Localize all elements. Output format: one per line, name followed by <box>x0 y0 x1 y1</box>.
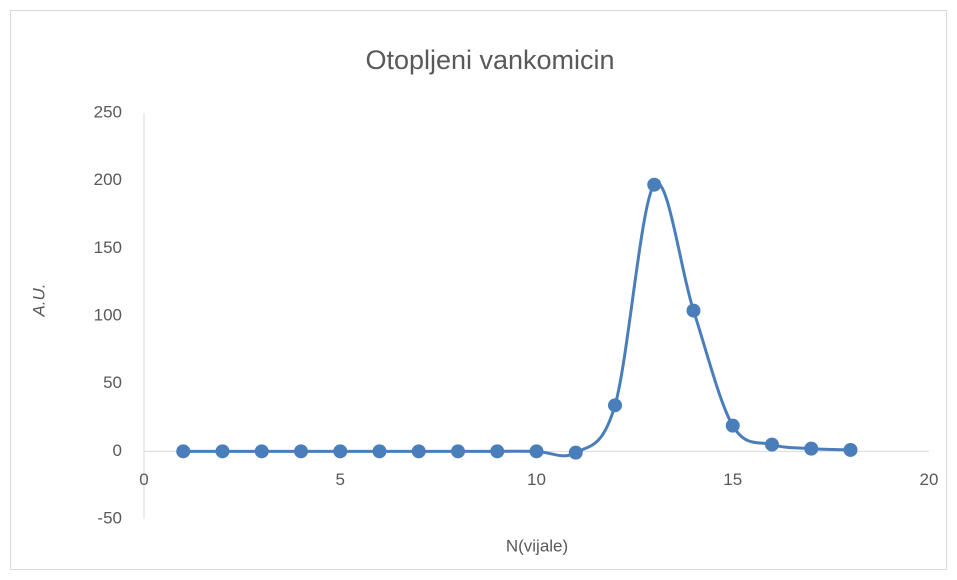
y-tick-label: 50 <box>103 373 122 392</box>
x-tick-label: 0 <box>139 470 148 489</box>
x-tick-label: 20 <box>920 470 939 489</box>
data-point <box>804 441 819 456</box>
data-point <box>529 444 544 459</box>
x-tick-label: 15 <box>723 470 742 489</box>
data-point <box>843 442 858 457</box>
chart-border <box>10 10 947 570</box>
data-point <box>725 418 740 433</box>
data-point <box>294 444 308 459</box>
y-tick-label: 0 <box>113 441 122 460</box>
data-point <box>490 444 505 459</box>
y-tick-label: 150 <box>94 238 122 257</box>
data-point <box>372 444 387 459</box>
y-tick-label: 200 <box>94 170 122 189</box>
data-point <box>568 445 583 460</box>
data-point <box>333 444 348 459</box>
data-point <box>215 444 230 459</box>
y-tick-label: 250 <box>94 102 122 121</box>
chart-title: Otopljeni vankomicin <box>365 45 614 75</box>
x-axis-title: N(vijale) <box>506 536 568 555</box>
y-tick-label: -50 <box>97 508 122 527</box>
data-point <box>608 398 622 413</box>
x-tick-label: 10 <box>527 470 546 489</box>
x-tick-label: 5 <box>336 470 345 489</box>
data-point <box>647 177 662 192</box>
y-axis-title: A.U. <box>29 283 48 317</box>
data-point <box>176 444 191 459</box>
data-point <box>686 303 701 318</box>
data-point <box>451 444 465 459</box>
data-point <box>765 437 779 452</box>
data-point <box>411 444 426 459</box>
data-point <box>254 444 269 459</box>
y-tick-label: 100 <box>94 305 122 324</box>
